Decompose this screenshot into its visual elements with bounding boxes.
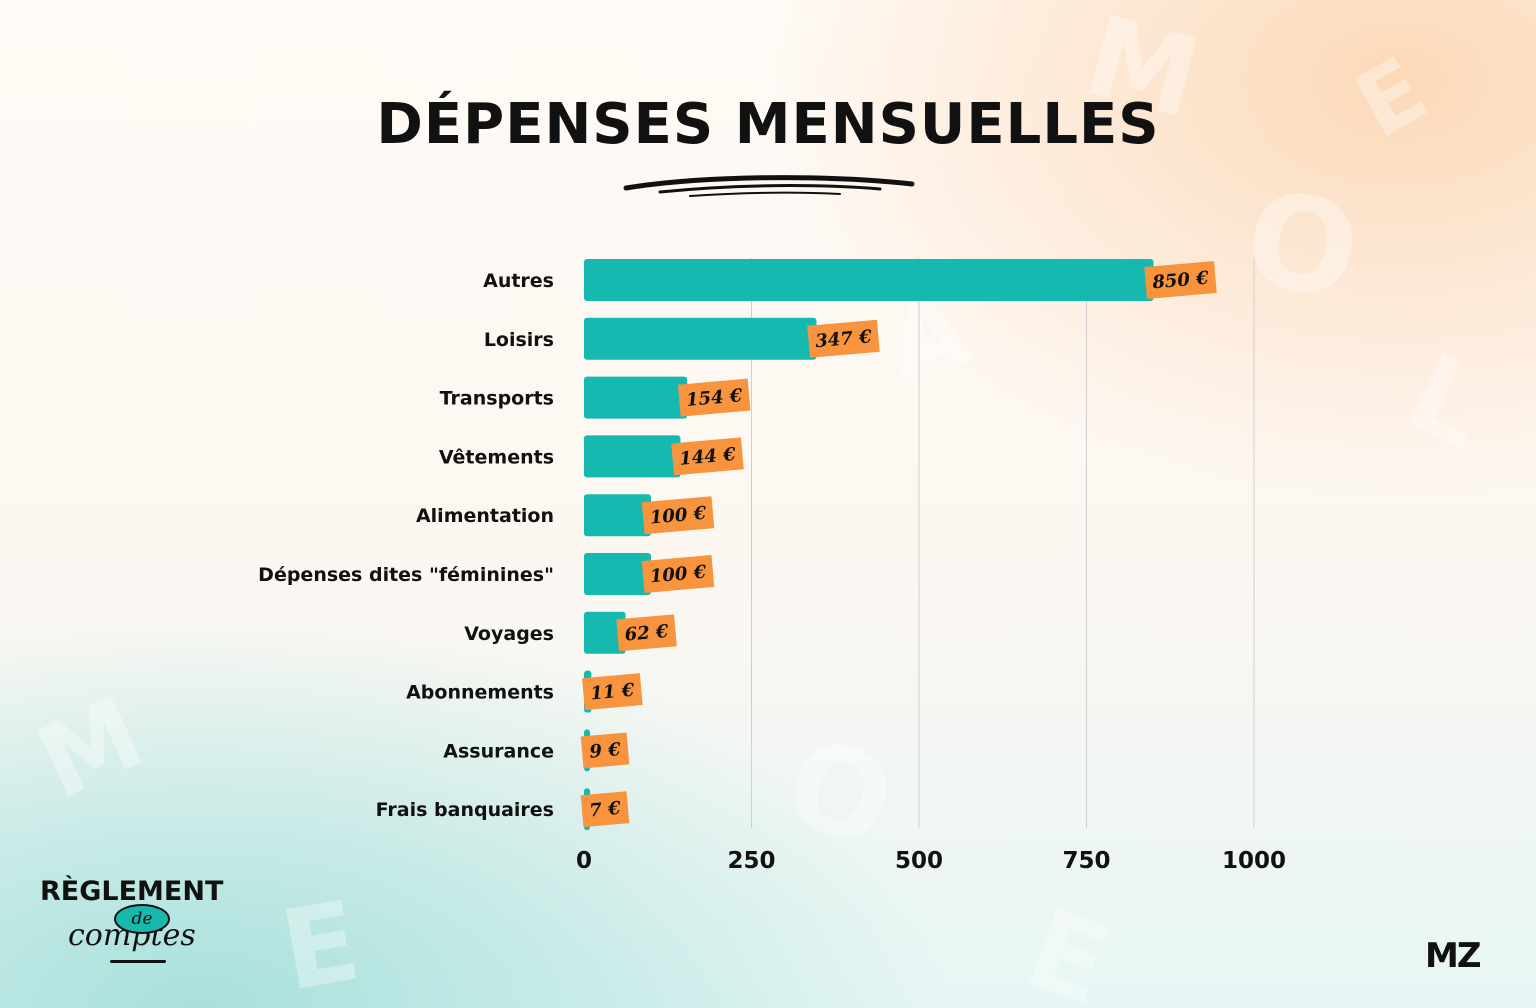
bar [584,494,651,537]
bar [584,553,651,595]
logo-line-1: RÈGLEMENT [40,876,224,907]
x-tick-label: 250 [727,848,775,874]
value-label: 144 € [679,444,737,470]
category-label: Loisirs [484,329,554,351]
x-tick-label: 750 [1062,848,1110,874]
category-label: Assurance [443,740,554,762]
chart-title: DÉPENSES MENSUELLES [376,92,1160,157]
value-tag: 11 € [582,673,643,711]
value-tag: 347 € [807,319,880,358]
value-tag-background [807,319,880,358]
value-tag: 9 € [580,732,630,769]
value-label: 850 € [1151,268,1210,294]
x-tick-label: 0 [576,848,592,874]
category-label: Transports [440,388,554,410]
title-brush-underline [623,175,915,197]
value-tag: 144 € [671,437,744,476]
logo-de-badge: de [114,904,170,934]
value-tag-background [641,496,715,535]
value-label: 100 € [649,562,707,588]
reglement-de-comptes-logo: RÈGLEMENT comptes de [40,876,240,972]
value-label: 9 € [589,739,623,763]
bar [584,259,1154,301]
value-label: 62 € [624,621,670,646]
value-tag-background [582,673,643,711]
value-tag-background [580,732,630,769]
category-label: Vêtements [439,446,554,468]
bar [584,435,681,478]
value-tag: 100 € [641,555,715,593]
value-tag-background [677,378,751,417]
value-tag-background [641,555,715,593]
value-tag: 62 € [616,614,677,652]
x-tick-label: 500 [895,848,943,874]
value-label: 100 € [649,503,707,529]
bar [584,317,817,360]
value-label: 11 € [590,680,636,705]
category-label: Alimentation [416,505,554,527]
x-tick-label: 1000 [1222,848,1286,874]
value-tag-background [671,437,744,476]
category-label: Autres [483,270,554,292]
value-tag-background [580,791,630,828]
value-tag-background [1144,261,1217,299]
value-tag: 154 € [677,378,751,417]
value-label: 7 € [589,798,623,822]
value-tag-background [616,614,677,652]
category-label: Voyages [464,623,554,645]
category-label: Frais banquaires [376,799,554,821]
value-label: 154 € [685,385,743,411]
bar [584,611,626,654]
logo-underline [110,960,166,963]
value-label: 347 € [815,326,873,352]
value-tag: 100 € [641,496,715,535]
mz-logo: MZ [1425,936,1481,976]
value-tag: 7 € [580,791,630,828]
category-label: Dépenses dites "féminines" [258,564,554,586]
bar [584,376,688,419]
category-label: Abonnements [406,682,554,704]
value-tag: 850 € [1144,261,1217,299]
